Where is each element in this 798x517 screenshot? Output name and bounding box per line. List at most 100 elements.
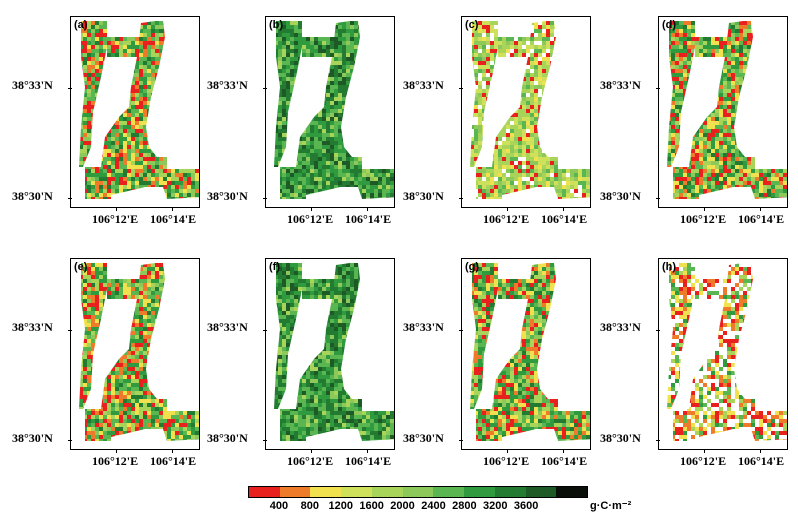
axis-tick	[367, 449, 368, 453]
land-cover-map	[470, 21, 590, 199]
axis-tick	[68, 440, 72, 441]
axis-tick	[172, 449, 173, 453]
colorbar-swatch	[249, 487, 280, 497]
colorbar-tick-labels: 400 800 1200 1600 2000 2400 2800 3200 3600	[248, 500, 588, 514]
colorbar-tick-label: 3600	[513, 500, 539, 512]
colorbar-tick-label: 2000	[390, 500, 415, 512]
colorbar-tick-label: 3200	[483, 500, 508, 512]
axis-tick	[367, 207, 368, 211]
axis-tick	[459, 330, 463, 331]
axis-tick	[760, 207, 761, 211]
longitude-label-right: 106°14'E	[150, 212, 197, 226]
longitude-label-left: 106°12'E	[680, 212, 727, 226]
colorbar-tick-label: 2800	[452, 500, 477, 512]
colorbar-swatch	[556, 487, 588, 497]
colorbar-swatch	[341, 487, 372, 497]
axis-tick	[656, 88, 660, 89]
axis-tick	[459, 88, 463, 89]
colorbar-swatch	[433, 487, 465, 497]
colorbar-unit-label: g·C·m⁻²	[590, 500, 632, 512]
axis-tick	[656, 440, 660, 441]
axis-tick	[656, 330, 660, 331]
longitude-label-right: 106°14'E	[541, 212, 588, 226]
latitude-label-bottom: 38°30'N	[403, 431, 444, 445]
colorbar-tick-label: 2400	[421, 500, 446, 512]
axis-tick	[116, 449, 117, 453]
latitude-label-bottom: 38°30'N	[600, 431, 641, 445]
map-panel: (b) 38°33'N 38°30'N 106°12'E 106°14'E	[207, 6, 397, 246]
latitude-label-top: 38°33'N	[600, 320, 641, 334]
longitude-label-right: 106°14'E	[150, 454, 197, 468]
map-frame: (g)	[461, 258, 591, 450]
map-panel: (f) 38°33'N 38°30'N 106°12'E 106°14'E	[207, 248, 397, 488]
latitude-label-top: 38°33'N	[207, 78, 248, 92]
land-cover-map	[470, 263, 590, 441]
axis-tick	[459, 440, 463, 441]
colorbar-legend	[248, 486, 588, 498]
latitude-label-bottom: 38°30'N	[403, 189, 444, 203]
map-frame: (f)	[265, 258, 395, 450]
map-frame: (d)	[658, 16, 788, 208]
land-cover-map	[667, 263, 787, 441]
axis-tick	[459, 198, 463, 199]
map-panel: (g) 38°33'N 38°30'N 106°12'E 106°14'E	[403, 248, 593, 488]
longitude-label-right: 106°14'E	[541, 454, 588, 468]
map-panel: (d) 38°33'N 38°30'N 106°12'E 106°14'E	[600, 6, 790, 246]
longitude-label-left: 106°12'E	[287, 454, 334, 468]
colorbar-tick-label: 800	[300, 500, 319, 512]
longitude-label-left: 106°12'E	[483, 454, 530, 468]
panel-label: (e)	[74, 261, 88, 273]
colorbar-swatch	[371, 487, 403, 497]
axis-tick	[172, 207, 173, 211]
axis-tick	[68, 198, 72, 199]
longitude-label-left: 106°12'E	[92, 212, 139, 226]
map-frame: (e)	[70, 258, 200, 450]
colorbar-swatch	[464, 487, 495, 497]
longitude-label-right: 106°14'E	[738, 454, 785, 468]
axis-tick	[563, 207, 564, 211]
colorbar-swatch	[279, 487, 311, 497]
land-cover-map	[274, 263, 394, 441]
latitude-label-bottom: 38°30'N	[207, 189, 248, 203]
map-frame: (c)	[461, 16, 591, 208]
latitude-label-bottom: 38°30'N	[207, 431, 248, 445]
axis-tick	[116, 207, 117, 211]
land-cover-map	[667, 21, 787, 199]
axis-tick	[656, 198, 660, 199]
longitude-label-right: 106°14'E	[345, 212, 392, 226]
colorbar-swatch	[494, 487, 526, 497]
panel-label: (d)	[662, 19, 677, 31]
axis-tick	[68, 330, 72, 331]
axis-tick	[68, 88, 72, 89]
longitude-label-left: 106°12'E	[92, 454, 139, 468]
longitude-label-right: 106°14'E	[345, 454, 392, 468]
axis-tick	[507, 207, 508, 211]
latitude-label-bottom: 38°30'N	[12, 189, 53, 203]
latitude-label-bottom: 38°30'N	[12, 431, 53, 445]
panel-label: (h)	[662, 261, 677, 273]
colorbar-tick-label: 1200	[328, 500, 353, 512]
axis-tick	[311, 449, 312, 453]
land-cover-map	[79, 263, 199, 441]
panel-label: (b)	[269, 19, 284, 31]
colorbar-swatch	[402, 487, 434, 497]
latitude-label-top: 38°33'N	[403, 320, 444, 334]
axis-tick	[507, 449, 508, 453]
axis-tick	[263, 88, 267, 89]
axis-tick	[263, 440, 267, 441]
map-panel: (h) 38°33'N 38°30'N 106°12'E 106°14'E	[600, 248, 790, 488]
axis-tick	[760, 449, 761, 453]
map-panel: (c) 38°33'N 38°30'N 106°12'E 106°14'E	[403, 6, 593, 246]
latitude-label-top: 38°33'N	[403, 78, 444, 92]
map-frame: (h)	[658, 258, 788, 450]
panel-label: (f)	[269, 261, 280, 273]
map-frame: (a)	[70, 16, 200, 208]
axis-tick	[704, 449, 705, 453]
axis-tick	[563, 449, 564, 453]
longitude-label-left: 106°12'E	[287, 212, 334, 226]
latitude-label-top: 38°33'N	[12, 320, 53, 334]
axis-tick	[311, 207, 312, 211]
colorbar-tick-label: 1600	[359, 500, 384, 512]
latitude-label-top: 38°33'N	[207, 320, 248, 334]
axis-tick	[263, 198, 267, 199]
